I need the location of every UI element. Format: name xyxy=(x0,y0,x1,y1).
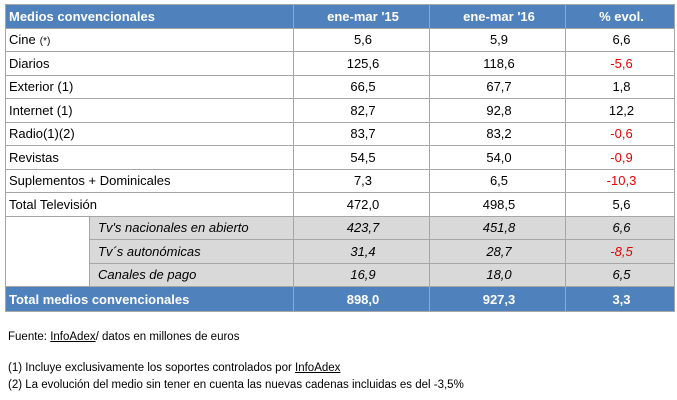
subrow: Tv's nacionales en abierto 423,7 451,8 6,6 xyxy=(5,215,675,240)
row-name: Exterior (1) xyxy=(5,74,294,99)
value-2015: 16,9 xyxy=(293,262,430,287)
footnote-1: (1) Incluye exclusivamente los soportes … xyxy=(8,362,340,374)
value-2015: 54,5 xyxy=(293,145,430,170)
medium-name: Cine xyxy=(9,32,36,48)
total-name: Total medios convencionales xyxy=(5,286,294,312)
value-evol: 1,8 xyxy=(565,74,675,99)
medium-name: Internet (1) xyxy=(9,102,73,118)
value-evol: 5,6 xyxy=(565,192,675,217)
row-name: Diarios xyxy=(5,51,294,76)
table-row: Exterior (1) 66,5 67,7 1,8 xyxy=(5,74,675,99)
value-2016: 83,2 xyxy=(429,121,566,146)
subrow-name: Tv's nacionales en abierto xyxy=(89,215,294,240)
table-row: Diarios 125,6 118,6 -5,6 xyxy=(5,51,675,76)
value-2016: 451,8 xyxy=(429,215,566,240)
source-rest: / datos en millones de euros xyxy=(95,331,240,343)
total-row: Total medios convencionales 898,0 927,3 3,3 xyxy=(5,286,675,312)
value-2016: 67,7 xyxy=(429,74,566,99)
header-evol: % evol. xyxy=(565,4,675,29)
value-evol: 6,5 xyxy=(565,262,675,287)
value-2016: 54,0 xyxy=(429,145,566,170)
row-name: Suplementos + Dominicales xyxy=(5,168,294,193)
value-2015: 7,3 xyxy=(293,168,430,193)
indent-cell xyxy=(5,216,90,240)
value-2016: 92,8 xyxy=(429,98,566,123)
footnote-1-link[interactable]: InfoAdex xyxy=(295,362,341,374)
value-2015: 472,0 xyxy=(293,192,430,217)
header-medios: Medios convencionales xyxy=(5,4,294,29)
row-name: Internet (1) xyxy=(5,98,294,123)
subrow-name: Tv´s autonómicas xyxy=(89,239,294,264)
value-evol: -10,3 xyxy=(565,168,675,193)
value-2016: 18,0 xyxy=(429,262,566,287)
value-2016: 118,6 xyxy=(429,51,566,76)
footnote-1-text: (1) Incluye exclusivamente los soportes … xyxy=(8,362,292,374)
subrow: Tv´s autonómicas 31,4 28,7 -8,5 xyxy=(5,239,675,264)
media-table: Medios convencionales ene-mar '15 ene-ma… xyxy=(5,4,675,312)
source-label: Fuente: xyxy=(8,331,47,343)
header-2016: ene-mar '16 xyxy=(429,4,566,29)
row-name: Radio(1)(2) xyxy=(5,121,294,146)
indent-cell xyxy=(5,239,90,263)
medium-name: Total Televisión xyxy=(9,196,97,212)
value-evol: -8,5 xyxy=(565,239,675,264)
source-note: Fuente: InfoAdex/ datos en millones de e… xyxy=(8,331,239,343)
value-2015: 5,6 xyxy=(293,27,430,52)
value-evol: -0,9 xyxy=(565,145,675,170)
value-2015: 82,7 xyxy=(293,98,430,123)
value-2015: 66,5 xyxy=(293,74,430,99)
value-2015: 83,7 xyxy=(293,121,430,146)
subrow-name: Canales de pago xyxy=(89,262,294,287)
value-evol: -5,6 xyxy=(565,51,675,76)
total-evol: 3,3 xyxy=(565,286,675,312)
table-row: Radio(1)(2) 83,7 83,2 -0,6 xyxy=(5,121,675,146)
indent-cell xyxy=(5,263,90,287)
value-evol: 6,6 xyxy=(565,215,675,240)
total-2015: 898,0 xyxy=(293,286,430,312)
value-2016: 6,5 xyxy=(429,168,566,193)
value-2016: 5,9 xyxy=(429,27,566,52)
table-row: Total Televisión 472,0 498,5 5,6 xyxy=(5,192,675,217)
medium-name: Suplementos + Dominicales xyxy=(9,173,171,189)
medium-name: Radio(1)(2) xyxy=(9,126,75,142)
table-row: Internet (1) 82,7 92,8 12,2 xyxy=(5,98,675,123)
table-row: Revistas 54,5 54,0 -0,9 xyxy=(5,145,675,170)
medium-name: Exterior (1) xyxy=(9,79,74,95)
table-row: Cine (*) 5,6 5,9 6,6 xyxy=(5,27,675,52)
subrow: Canales de pago 16,9 18,0 6,5 xyxy=(5,262,675,287)
value-2016: 28,7 xyxy=(429,239,566,264)
value-evol: 12,2 xyxy=(565,98,675,123)
footnote-2: (2) La evolución del medio sin tener en … xyxy=(8,379,464,391)
total-2016: 927,3 xyxy=(429,286,566,312)
header-row: Medios convencionales ene-mar '15 ene-ma… xyxy=(5,4,675,29)
value-2015: 31,4 xyxy=(293,239,430,264)
footnote-2-text: (2) La evolución del medio sin tener en … xyxy=(8,379,464,391)
value-2016: 498,5 xyxy=(429,192,566,217)
medium-name: Diarios xyxy=(9,55,50,71)
row-name: Cine (*) xyxy=(5,27,294,52)
row-name: Revistas xyxy=(5,145,294,170)
footnote-mark: (*) xyxy=(39,36,51,48)
medium-name: Revistas xyxy=(9,149,59,165)
value-evol: -0,6 xyxy=(565,121,675,146)
value-evol: 6,6 xyxy=(565,27,675,52)
table-row: Suplementos + Dominicales 7,3 6,5 -10,3 xyxy=(5,168,675,193)
value-2015: 125,6 xyxy=(293,51,430,76)
row-name: Total Televisión xyxy=(5,192,294,217)
value-2015: 423,7 xyxy=(293,215,430,240)
header-2015: ene-mar '15 xyxy=(293,4,430,29)
source-link[interactable]: InfoAdex xyxy=(50,331,96,343)
